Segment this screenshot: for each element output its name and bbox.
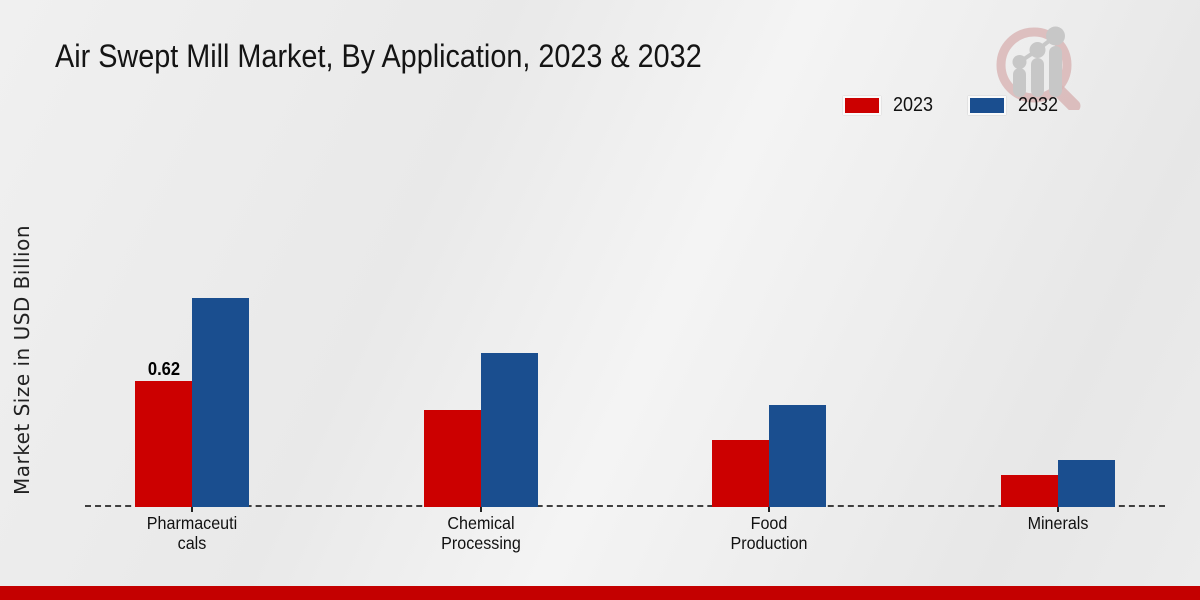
baseline-dashed (85, 505, 1165, 507)
legend-item-2032: 2032 (967, 94, 1063, 117)
x-axis-tick (479, 507, 482, 512)
page-title: Air Swept Mill Market, By Application, 2… (55, 38, 702, 74)
category-label-food-production: Food Production (730, 513, 808, 553)
bar-value-label: 0.62 (147, 359, 180, 379)
magnifier-handle-icon (1052, 84, 1081, 110)
legend-label-2032: 2032 (1017, 94, 1058, 116)
bar-2023-chemical-processing (423, 410, 481, 507)
legend-swatch-2023 (843, 96, 881, 115)
category-label-chemical-processing: Chemical Processing (440, 513, 521, 553)
legend-label-2023: 2023 (893, 94, 934, 116)
x-axis-tick (768, 507, 771, 512)
category-label-minerals: Minerals (1027, 513, 1089, 533)
bar-2032-chemical-processing (480, 353, 538, 507)
x-axis-tick (1057, 507, 1060, 512)
growth-bars-icon (1012, 26, 1065, 97)
legend: 2023 2032 (843, 94, 1062, 117)
bar-2032-pharmaceuticals (192, 298, 249, 507)
magnifier-ring-icon (996, 27, 1072, 103)
bar-2032-minerals (1058, 460, 1116, 507)
x-axis-tick (191, 507, 193, 512)
footer-band (0, 586, 1200, 600)
bar-2023-minerals (1001, 475, 1059, 507)
bar-2023-food-production (712, 440, 770, 507)
category-label-pharmaceuticals: Pharmaceuti cals (146, 513, 238, 553)
bar-2032-food-production (769, 405, 827, 507)
legend-swatch-2032 (967, 96, 1006, 115)
magnifier-growth-chart-logo (996, 26, 1081, 110)
bar-2023-pharmaceuticals (135, 381, 192, 507)
legend-item-2023: 2023 (843, 94, 938, 117)
